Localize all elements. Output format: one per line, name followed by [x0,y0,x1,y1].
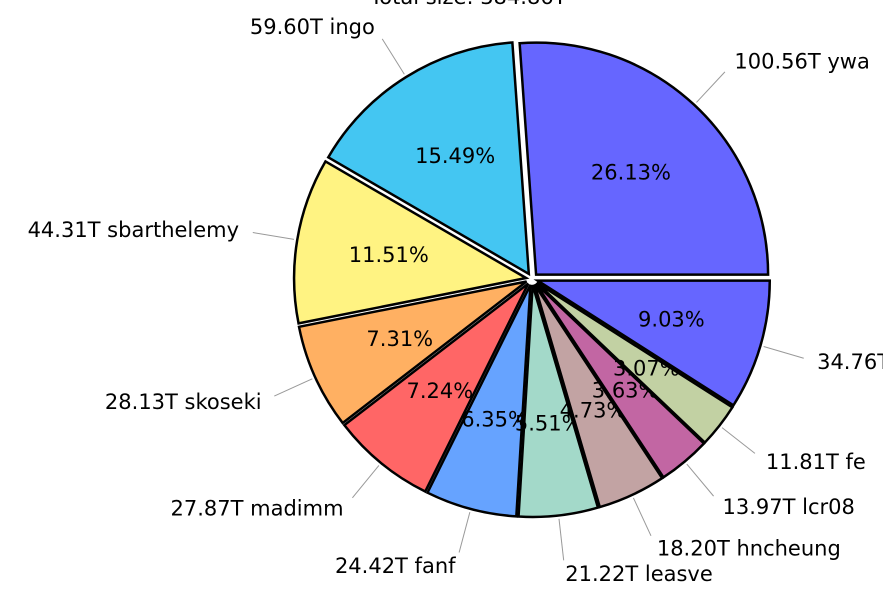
chart-title: Total size: 384.86T [369,0,567,9]
pie-slice [326,41,531,277]
percent-label: 6.35% [461,407,528,431]
leader-line [381,38,405,75]
percent-label: 5.51% [515,411,582,435]
leader-line [696,71,726,103]
leader-line [558,518,565,561]
percent-label: 9.03% [638,308,705,332]
percent-label: 26.13% [591,161,671,185]
pie-slice [292,159,530,325]
pie-slice [534,282,706,480]
slice-label: 100.56T ywa [734,50,869,74]
leader-line [686,463,714,497]
leader-line [632,497,652,537]
leader-line [763,346,804,359]
leader-line [721,427,756,454]
slice-label: 59.60T ingo [250,15,375,39]
leader-line [252,232,295,240]
pie-slice [533,283,664,509]
pie-slice [533,279,772,408]
pie-slice [342,282,530,494]
slice-label: 21.22T leasve [565,562,713,586]
percent-label: 11.51% [349,243,429,267]
slice-label: 44.31T sbarthelemy [28,218,240,242]
percent-label: 15.49% [415,144,495,168]
slice-label: 34.76T [817,350,883,374]
slice-label: 27.87T madimm [171,497,344,521]
percent-label: 7.24% [407,379,474,403]
percent-label: 7.31% [366,327,433,351]
pie-slice [297,280,528,425]
slice-label: 28.13T skoseki [105,390,262,414]
leader-line [352,465,380,499]
slice-label: 24.42T fanf [335,554,456,578]
slice-label: 13.97T lcr08 [723,495,855,519]
slice-label: 18.20T hncheung [657,536,841,560]
pie-slice [517,284,600,519]
pie-slice [425,284,532,518]
leader-line [458,512,471,553]
pie-slice [518,41,770,276]
slice-label: 11.81T fe [766,450,866,474]
leader-line [274,378,313,397]
pie-slice [535,281,735,445]
